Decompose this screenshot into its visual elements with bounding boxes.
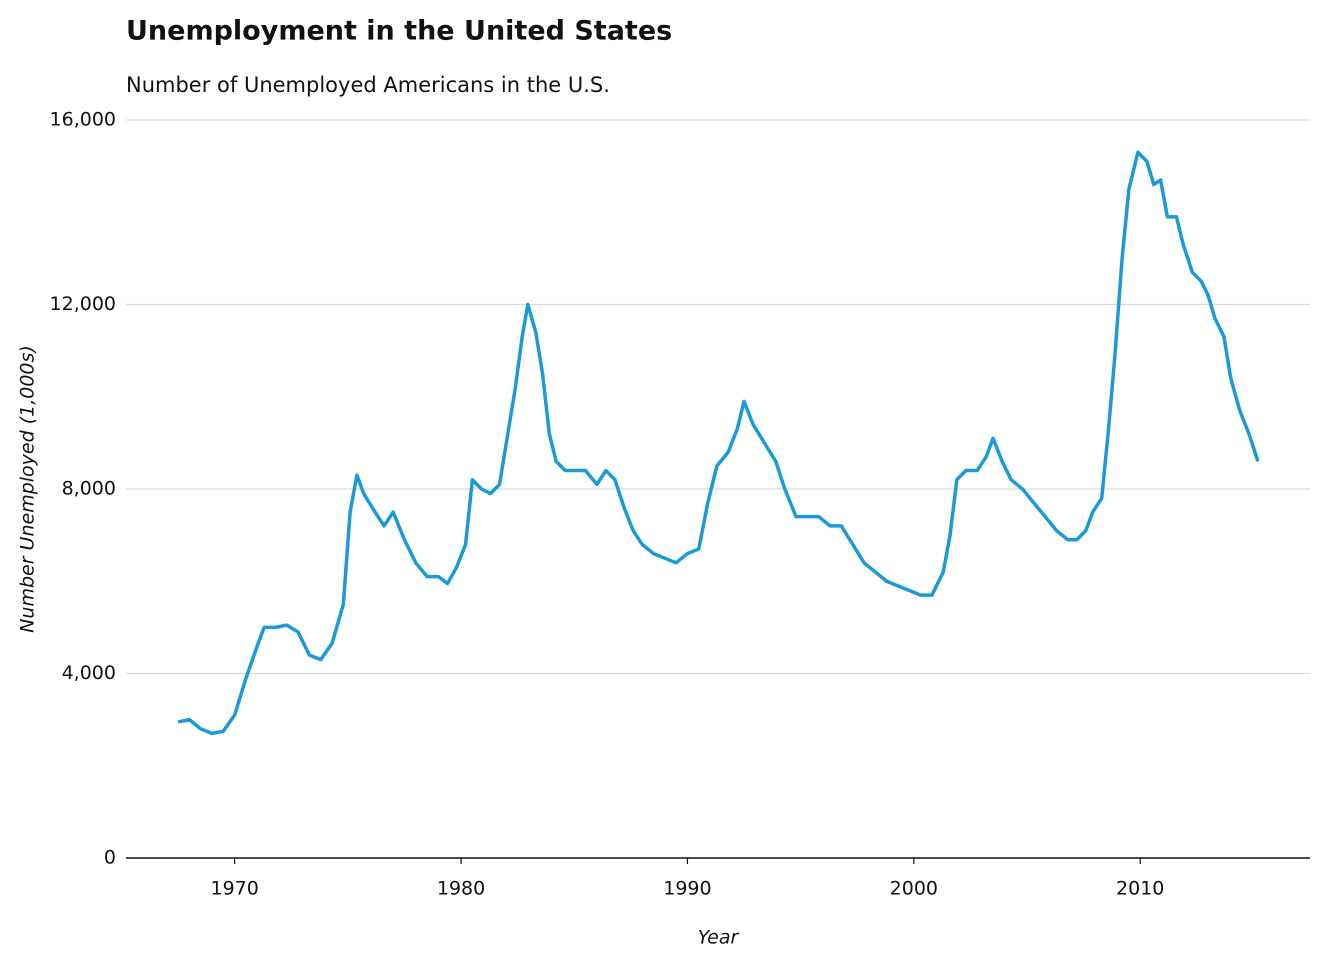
x-tick-label: 1970 <box>210 878 258 900</box>
x-tick-label: 1990 <box>663 878 711 900</box>
y-tick-label: 8,000 <box>62 478 116 500</box>
y-tick-label: 16,000 <box>50 109 116 131</box>
data-line <box>177 150 1260 736</box>
chart-subtitle: Number of Unemployed Americans in the U.… <box>126 73 610 97</box>
y-tick-label: 0 <box>104 847 116 869</box>
chart-title: Unemployment in the United States <box>126 16 672 47</box>
x-tick-label: 2000 <box>890 878 938 900</box>
x-axis-label: Year <box>698 927 740 949</box>
y-axis-label: Number Unemployed (1,000s) <box>17 345 39 633</box>
x-tick-label: 2010 <box>1116 878 1164 900</box>
x-tick-label: 1980 <box>437 878 485 900</box>
y-tick-label: 12,000 <box>50 293 116 315</box>
y-tick-label: 4,000 <box>62 662 116 684</box>
